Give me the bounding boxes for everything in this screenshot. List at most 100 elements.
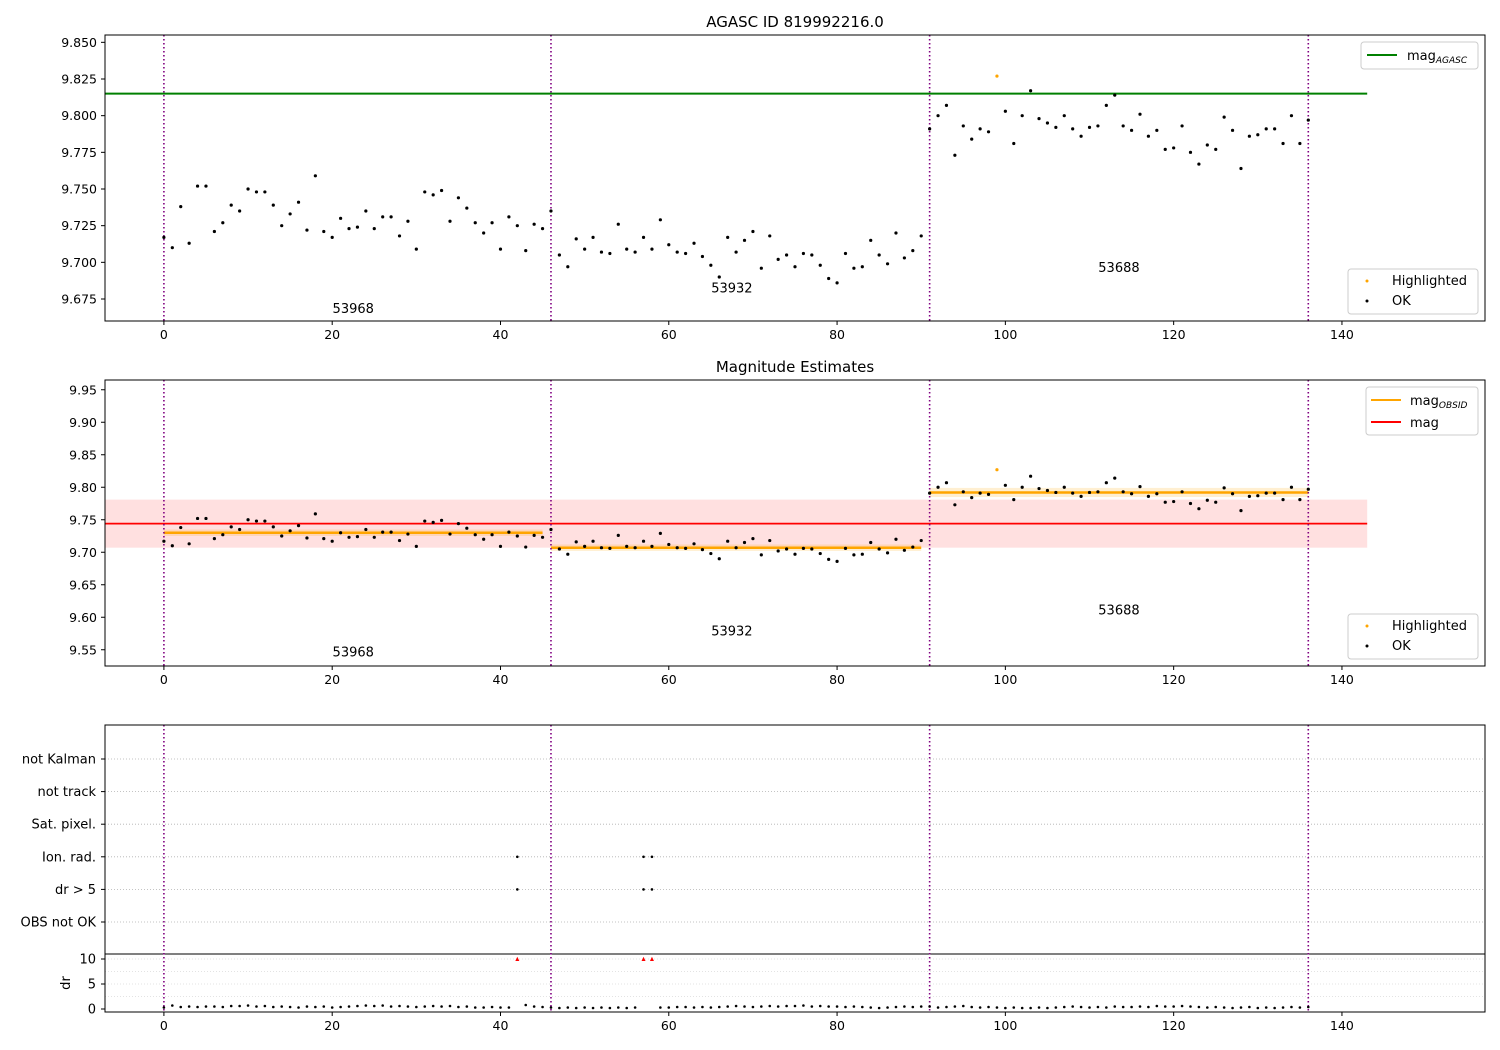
ok-point <box>364 527 368 532</box>
ok-point <box>1020 114 1024 118</box>
ok-point <box>515 224 519 228</box>
ok-point <box>212 229 216 234</box>
ok-point <box>768 234 772 238</box>
dr-point <box>1273 1006 1276 1010</box>
ok-point <box>709 263 713 267</box>
ok-point <box>894 537 898 541</box>
p1-ytick-label: 9.775 <box>61 145 97 160</box>
ok-point <box>1239 509 1243 513</box>
flag-point <box>516 855 519 859</box>
ok-point <box>1029 89 1033 93</box>
ok-point <box>280 534 284 538</box>
p3-xtick-label: 60 <box>661 1018 677 1033</box>
dr-point <box>1239 1006 1243 1009</box>
ok-point <box>1298 141 1302 146</box>
ok-point <box>591 235 595 239</box>
ok-point <box>919 234 923 238</box>
obsid-label: 53688 <box>1098 604 1139 619</box>
p1-ytick-label: 9.725 <box>61 218 97 233</box>
dr-point <box>322 1005 326 1008</box>
ok-point <box>397 538 402 543</box>
dr-point <box>659 1006 662 1009</box>
dr-point <box>196 1005 199 1009</box>
ok-point <box>1197 507 1201 511</box>
legend-mag-obsid-label: magOBSID <box>1410 394 1468 411</box>
ok-point <box>490 533 494 537</box>
p1-ytick-label: 9.700 <box>61 255 97 270</box>
ok-point <box>961 490 965 494</box>
dr-point <box>861 1005 864 1009</box>
legend-ok-label: OK <box>1392 294 1411 309</box>
dr-point <box>389 1005 393 1008</box>
ok-point <box>633 546 637 550</box>
ok-point <box>313 512 317 516</box>
ok-point <box>170 544 174 548</box>
ok-point <box>717 275 721 279</box>
p2-ytick-label: 9.55 <box>69 642 97 657</box>
p2-ytick-label: 9.60 <box>69 610 97 625</box>
ok-point <box>1087 125 1092 129</box>
dr-point <box>785 1004 788 1008</box>
p1-xtick-label: 60 <box>661 327 677 342</box>
ok-point <box>448 219 452 223</box>
ok-point <box>482 537 486 541</box>
dr-point <box>827 1005 830 1008</box>
dr-point <box>743 1005 746 1008</box>
obsid-label: 53932 <box>711 624 752 639</box>
dr-point <box>1163 1005 1167 1008</box>
dr-point <box>179 1005 183 1009</box>
ok-point <box>1256 494 1260 498</box>
p3-xtick-label: 40 <box>493 1018 509 1033</box>
dr-point <box>255 1005 258 1008</box>
ok-point <box>684 546 688 550</box>
dr-point <box>591 1006 595 1010</box>
ok-point <box>1071 491 1075 495</box>
ok-point <box>532 222 536 226</box>
ok-point <box>515 534 519 538</box>
ok-point <box>498 544 503 549</box>
ok-point <box>423 519 427 523</box>
ok-point <box>1172 499 1176 504</box>
dr-point <box>398 1004 401 1008</box>
ok-point <box>970 496 974 500</box>
dr-point <box>406 1005 410 1008</box>
dr-point <box>440 1005 443 1008</box>
ok-point <box>1029 474 1033 478</box>
ok-point <box>1188 150 1193 154</box>
p2-ytick-label: 9.75 <box>69 512 97 527</box>
dr-point <box>726 1005 729 1008</box>
ok-point <box>456 522 461 526</box>
p2-xtick-label: 80 <box>829 672 845 687</box>
ok-point <box>162 539 166 543</box>
ok-point <box>978 127 982 131</box>
ok-point <box>423 190 427 194</box>
dr-point <box>499 1006 502 1009</box>
ok-point <box>1306 118 1310 122</box>
ok-point <box>1079 134 1083 138</box>
dr-point <box>961 1004 965 1008</box>
ok-point <box>490 221 494 225</box>
p3-xtick-label: 140 <box>1330 1018 1354 1033</box>
ok-point <box>1163 500 1167 504</box>
ok-point <box>827 557 831 562</box>
panel1-plot-area: 9.675 9.700 9.725 9.750 9.775 9.800 9.825 9.850… <box>61 34 1486 342</box>
ok-point <box>1129 128 1134 132</box>
ok-point <box>524 249 528 253</box>
ok-point <box>1003 109 1007 113</box>
dr-point <box>204 1005 208 1008</box>
dr-point <box>768 1004 772 1008</box>
ok-point <box>784 253 789 257</box>
p2-xtick-label: 0 <box>160 672 168 687</box>
ok-point <box>549 209 553 213</box>
ok-point <box>355 535 360 539</box>
ok-point <box>574 540 578 544</box>
ok-point <box>936 114 940 118</box>
dr-point <box>1004 1006 1007 1010</box>
dr-point <box>1306 1005 1310 1009</box>
ok-point <box>524 545 528 549</box>
panel1-title: AGASC ID 819992216.0 <box>706 13 884 31</box>
dr-point <box>482 1006 485 1009</box>
legend-highlighted-label: Highlighted <box>1392 274 1467 289</box>
flag-label: dr > 5 <box>55 883 96 898</box>
dr-point <box>1079 1005 1083 1009</box>
